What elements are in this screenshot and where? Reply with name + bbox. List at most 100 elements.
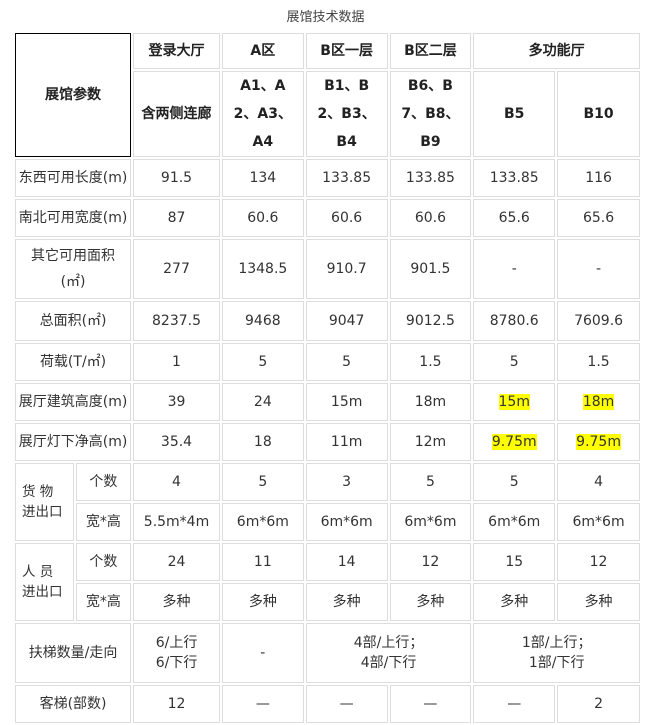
row-label: 南北可用宽度(m) (15, 199, 132, 237)
table-cell: 多种 (221, 583, 304, 621)
sub-header-text: A1、A2、A3、A4 (233, 78, 292, 150)
row-label: 宽*高 (75, 583, 132, 621)
table-cell: 9047 (305, 301, 388, 341)
hall-spec-table: 展馆参数 登录大厅 A区 B区一层 B区二层 多功能厅 含两侧连廊 A1、A2、A… (13, 31, 642, 725)
table-cell: 116 (557, 159, 640, 197)
table-cell: 多种 (473, 583, 556, 621)
table-cell: 1 (133, 343, 220, 381)
row-label: 个数 (75, 543, 132, 581)
highlighted-value: 18m (582, 394, 615, 410)
table-row: 荷载(T/㎡) 1 5 5 1.5 5 1.5 (15, 343, 640, 381)
table-cell: 5 (473, 463, 556, 501)
table-cell: 134 (221, 159, 304, 197)
table-row: 展厅建筑高度(m) 39 24 15m 18m 15m 18m (15, 383, 640, 421)
row-label: 扶梯数量/走向 (15, 623, 132, 683)
cell-line: 1部/上行； (521, 635, 592, 651)
row-label-text: 其它可用面积(㎡) (31, 248, 116, 290)
row-label: 宽*高 (75, 503, 132, 541)
table-cell: — (389, 685, 472, 723)
table-cell: 18m (557, 383, 640, 421)
hall-header: B区二层 (389, 33, 472, 69)
table-cell: 9.75m (473, 423, 556, 461)
sub-header: B10 (557, 71, 640, 157)
sub-header: A1、A2、A3、A4 (221, 71, 304, 157)
sub-header-text: B1、B2、B3、B4 (317, 78, 376, 150)
table-cell: 1部/上行； 1部/下行 (473, 623, 640, 683)
cell-line: 人 员 (22, 564, 54, 580)
table-cell: 5 (221, 463, 304, 501)
row-label: 荷载(T/㎡) (15, 343, 132, 381)
cell-line: 1部/下行 (528, 655, 585, 671)
table-cell: 4 (557, 463, 640, 501)
cell-line: 6/下行 (155, 655, 198, 671)
table-cell: 4 (133, 463, 220, 501)
table-cell: 15m (305, 383, 388, 421)
row-label: 展厅建筑高度(m) (15, 383, 132, 421)
table-cell: 9.75m (557, 423, 640, 461)
table-row: 其它可用面积(㎡) 277 1348.5 910.7 901.5- - (15, 239, 640, 299)
table-cell: 14 (305, 543, 388, 581)
table-cell: 5 (221, 343, 304, 381)
table-cell: 1.5 (389, 343, 472, 381)
table-cell: 12 (557, 543, 640, 581)
table-cell: 2 (557, 685, 640, 723)
table-cell: 60.6 (221, 199, 304, 237)
table-cell: 3 (305, 463, 388, 501)
hall-header: 登录大厅 (133, 33, 220, 69)
table-cell: - (557, 239, 640, 299)
table-cell: 60.6 (305, 199, 388, 237)
table-cell: 11m (305, 423, 388, 461)
table-cell: 910.7 (305, 239, 388, 299)
table-cell: 多种 (133, 583, 220, 621)
table-cell: 6m*6m (389, 503, 472, 541)
cell-line: 4部/上行； (353, 635, 424, 651)
table-cell: - (221, 623, 304, 683)
table-cell: 12m (389, 423, 472, 461)
cell-line: 4部/下行 (360, 655, 417, 671)
row-label: 客梯(部数) (15, 685, 132, 723)
table-cell: 5.5m*4m (133, 503, 220, 541)
table-cell: 6m*6m (473, 503, 556, 541)
cell-line: 6/上行 (155, 635, 198, 651)
highlighted-value: 9.75m (576, 434, 621, 450)
people-group-label: 人 员进出口 (15, 543, 74, 621)
table-cell: 87 (133, 199, 220, 237)
table-row: 总面积(㎡) 8237.5 9468 9047 9012.5 8780.6 7609.6 (15, 301, 640, 341)
table-cell: 91.5 (133, 159, 220, 197)
table-cell: 24 (221, 383, 304, 421)
table-cell: 901.5 (389, 239, 472, 299)
row-label: 总面积(㎡) (15, 301, 132, 341)
row-label: 个数 (75, 463, 132, 501)
table-cell: 277 (133, 239, 220, 299)
table-cell: 5 (305, 343, 388, 381)
highlighted-value: 9.75m (491, 434, 537, 450)
table-row: 东西可用长度(m) 91.5 134 133.85 133.85 133.85 116 (15, 159, 640, 197)
table-cell: 6/上行 6/下行 (133, 623, 220, 683)
row-label: 展厅灯下净高(m) (15, 423, 132, 461)
table-cell: 9012.5 (389, 301, 472, 341)
row-label: 东西可用长度(m) (15, 159, 132, 197)
cargo-group-label: 货 物进出口 (15, 463, 74, 541)
hall-header: A区 (221, 33, 304, 69)
corner-header: 展馆参数 (15, 33, 132, 157)
table-cell: 多种 (389, 583, 472, 621)
table-cell: 1348.5 (221, 239, 304, 299)
highlighted-value: 15m (498, 394, 530, 410)
table-cell: 65.6 (557, 199, 640, 237)
hall-header: 多功能厅 (473, 33, 640, 69)
table-cell: 133.85 (473, 159, 556, 197)
table-cell: 5 (473, 343, 556, 381)
table-cell: 11 (221, 543, 304, 581)
table-cell: 9468 (221, 301, 304, 341)
table-cell: 12 (389, 543, 472, 581)
table-cell: — (221, 685, 304, 723)
row-label: 其它可用面积(㎡) (15, 239, 132, 299)
page-title: 展馆技术数据 (286, 10, 365, 25)
table-cell: 15m (473, 383, 556, 421)
table-cell: 133.85 (305, 159, 388, 197)
table-cell: 6m*6m (305, 503, 388, 541)
table-cell: 多种 (305, 583, 388, 621)
table-cell: 5 (389, 463, 472, 501)
table-cell: 18 (221, 423, 304, 461)
table-cell: 65.6 (473, 199, 556, 237)
